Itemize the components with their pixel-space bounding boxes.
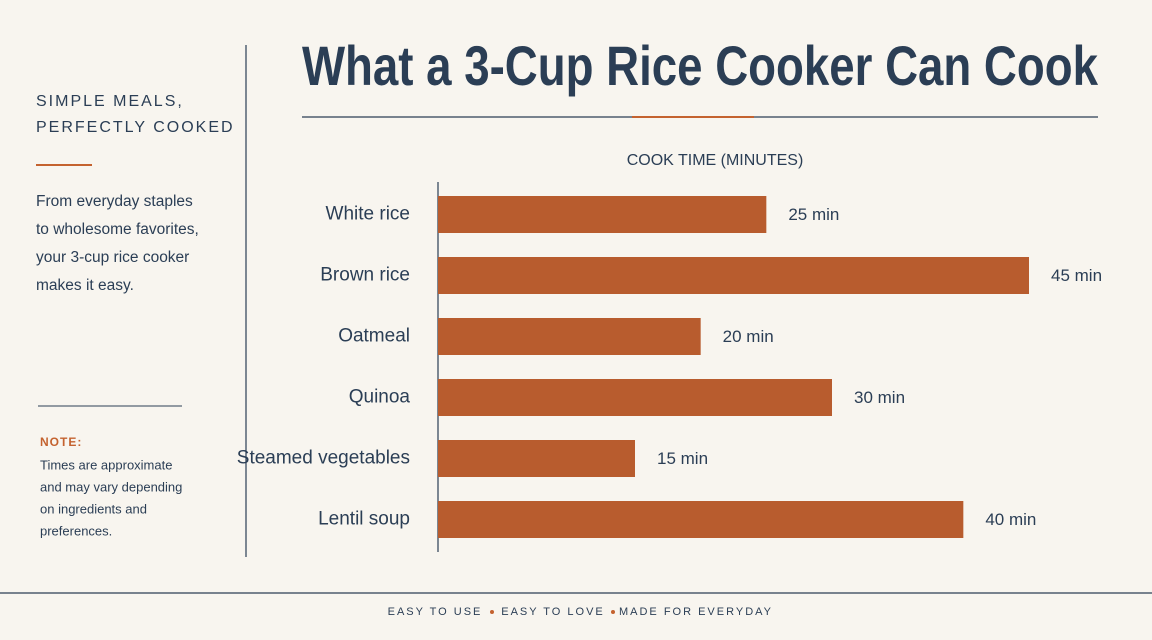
footer-dot (611, 610, 615, 614)
bar (438, 257, 1029, 294)
value-label: 45 min (1051, 266, 1102, 285)
value-label: 25 min (788, 205, 839, 224)
value-label: 40 min (985, 510, 1036, 529)
note-text: preferences. (40, 523, 112, 538)
note-text: and may vary depending (40, 479, 182, 494)
chart-title: What a 3-Cup Rice Cooker Can Cook (302, 34, 1099, 97)
category-label: Oatmeal (338, 326, 410, 347)
category-label: Brown rice (320, 265, 410, 286)
value-label: 15 min (657, 449, 708, 468)
sidebar-text: to wholesome favorites, (36, 221, 199, 238)
sidebar-text: makes it easy. (36, 277, 134, 294)
footer-text: MADE FOR EVERYDAY (619, 606, 773, 618)
value-label: 20 min (723, 327, 774, 346)
note-text: on ingredients and (40, 501, 147, 516)
bar (438, 196, 767, 233)
footer-text: EASY TO USE (388, 606, 483, 618)
axis-label: COOK TIME (MINUTES) (627, 152, 804, 169)
category-label: White rice (326, 204, 410, 225)
category-label: Lentil soup (318, 509, 410, 530)
footer-text: EASY TO LOVE (501, 606, 605, 618)
bar (438, 501, 964, 538)
note-text: Times are approximate (40, 457, 172, 472)
bar (438, 440, 635, 477)
sidebar-text: From everyday staples (36, 193, 193, 210)
bar (438, 318, 701, 355)
category-label: Quinoa (349, 387, 411, 408)
footer-dot (490, 610, 494, 614)
note-label: NOTE: (40, 435, 82, 449)
bar (438, 379, 832, 416)
sidebar-heading: SIMPLE MEALS, (36, 93, 184, 110)
value-label: 30 min (854, 388, 905, 407)
sidebar-heading: PERFECTLY COOKED (36, 119, 235, 136)
category-label: Steamed vegetables (237, 448, 410, 469)
sidebar-text: your 3-cup rice cooker (36, 249, 189, 266)
